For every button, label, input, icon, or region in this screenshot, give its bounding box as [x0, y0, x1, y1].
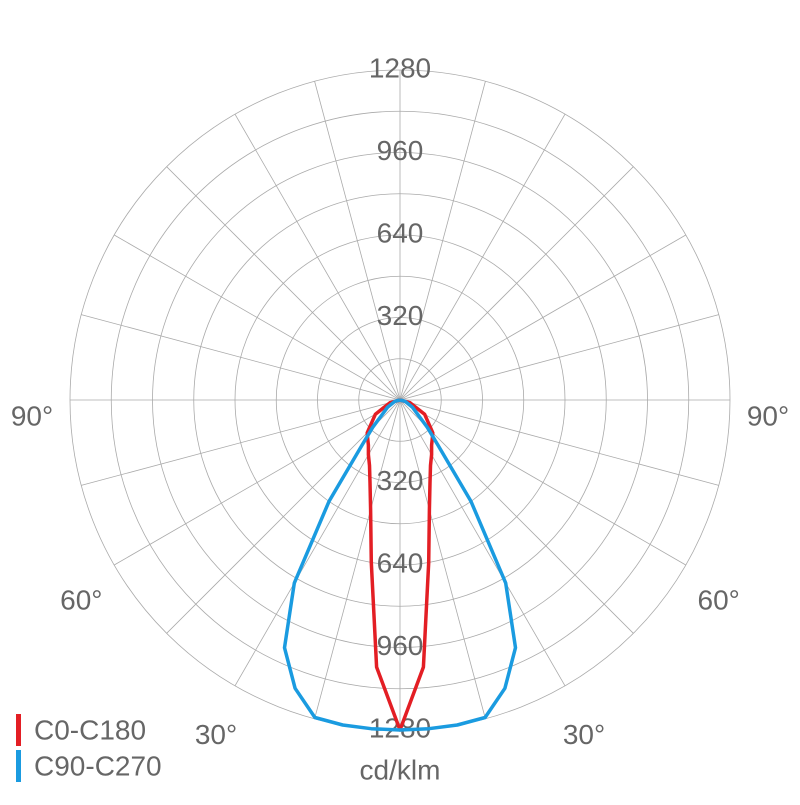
- angle-tick-label: 60°: [698, 584, 740, 615]
- series-line: [282, 398, 518, 732]
- r-tick-label: 960: [377, 630, 424, 661]
- legend-swatch: [16, 714, 21, 746]
- angle-tick-label: 90°: [11, 400, 53, 431]
- r-tick-label: 1280: [369, 52, 431, 83]
- angle-tick-label: 30°: [195, 719, 237, 750]
- unit-label: cd/klm: [360, 754, 441, 785]
- r-tick-label: 640: [377, 217, 424, 248]
- angle-tick-label: 60°: [60, 584, 102, 615]
- legend-label: C0-C180: [34, 714, 146, 745]
- r-tick-label: 640: [377, 547, 424, 578]
- r-tick-label: 320: [377, 465, 424, 496]
- r-tick-label: 960: [377, 135, 424, 166]
- angle-tick-label: 90°: [747, 400, 789, 431]
- legend-label: C90-C270: [34, 750, 162, 781]
- angle-tick-label: 30°: [563, 719, 605, 750]
- r-tick-label: 320: [377, 300, 424, 331]
- legend-swatch: [16, 750, 21, 782]
